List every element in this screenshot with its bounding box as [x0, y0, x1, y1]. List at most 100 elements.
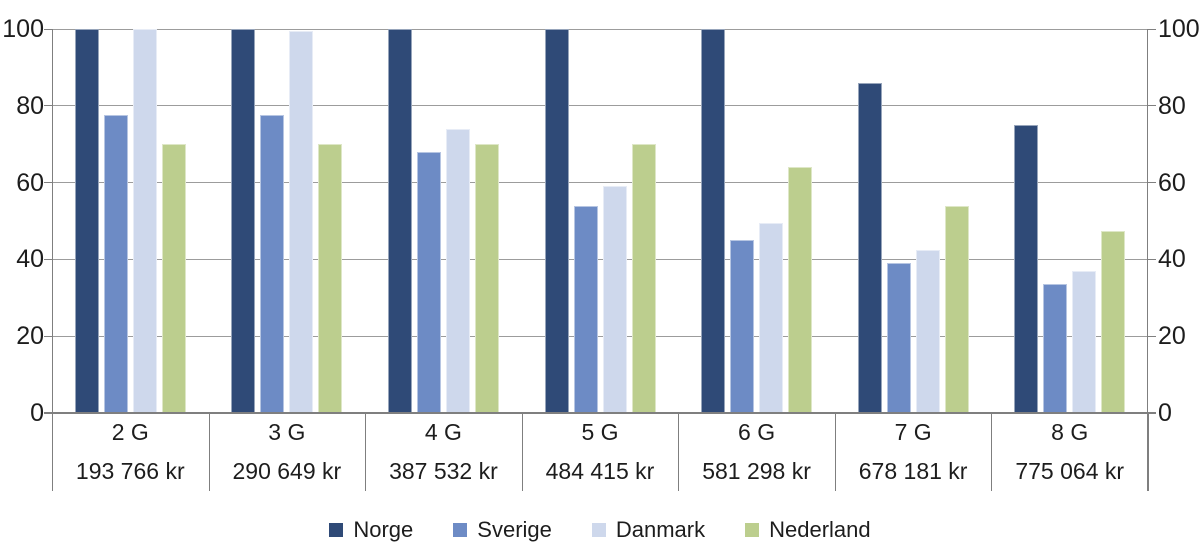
bar-norge-6G	[701, 29, 726, 413]
y-tick-left-20	[44, 335, 52, 337]
plot-area: 0 0 20 20 40 40 60 60 80 80 100 100 2 G 193 766 kr 3 G…	[2, 15, 1200, 491]
bar-nederland-3G	[318, 144, 343, 413]
bar-danmark-8G	[1072, 270, 1097, 413]
y-tick-left-60	[44, 182, 52, 184]
bar-nederland-6G	[788, 167, 813, 413]
x-axis-cell-4G: 4 G 387 532 kr	[365, 413, 522, 491]
y-axis-label-right-80: 80	[1158, 91, 1186, 120]
category-amount-label: 678 181 kr	[858, 458, 968, 484]
bar-danmark-7G	[915, 249, 940, 413]
bar-nederland-2G	[161, 144, 186, 413]
x-axis-cell-6G: 6 G 581 298 kr	[678, 413, 835, 491]
legend-item-danmark: Danmark	[591, 517, 706, 542]
gridline-40	[52, 258, 1148, 260]
category-amount-label: 484 415 kr	[545, 458, 655, 484]
y-axis-label-right-0: 0	[1158, 399, 1172, 427]
legend-item-sverige: Sverige	[453, 518, 552, 542]
bar-danmark-4G	[445, 128, 470, 413]
legend-marker-danmark	[591, 523, 606, 537]
y-tick-left-100	[44, 28, 52, 30]
y-tick-right-40	[1148, 258, 1156, 260]
category-label: 2 G	[111, 419, 149, 445]
y-tick-right-80	[1148, 105, 1156, 107]
bar-danmark-5G	[602, 186, 627, 413]
y-axis-label-left-80: 80	[16, 91, 44, 120]
bar-norge-3G	[231, 29, 256, 413]
left-axis-line	[52, 29, 53, 491]
x-axis-cell-5G: 5 G 484 415 kr	[522, 413, 679, 491]
gridline-20	[52, 335, 1148, 337]
bar-sverige-3G	[260, 115, 285, 413]
y-axis-label-left-40: 40	[16, 245, 44, 274]
category-label: 8 G	[1051, 419, 1089, 445]
category-label: 5 G	[581, 419, 619, 445]
y-axis-label-right-20: 20	[1158, 322, 1186, 351]
x-axis-cell-2G: 2 G 193 766 kr	[52, 413, 209, 491]
y-tick-right-20	[1148, 335, 1156, 337]
category-label: 7 G	[894, 419, 932, 445]
category-label: 4 G	[424, 419, 462, 445]
right-axis-line	[1147, 29, 1148, 491]
bar-sverige-8G	[1043, 284, 1068, 413]
y-axis-label-left-100: 100	[2, 15, 44, 43]
category-amount-label: 775 064 kr	[1015, 458, 1125, 484]
legend-marker-sverige	[453, 523, 468, 537]
category-amount-label: 387 532 kr	[389, 458, 498, 484]
category-label: 3 G	[268, 419, 306, 445]
y-axis-label-left-0: 0	[30, 399, 44, 427]
category-label: 6 G	[738, 419, 776, 445]
bar-norge-7G	[857, 82, 882, 413]
bar-sverige-4G	[416, 151, 441, 413]
gridline-60	[52, 182, 1148, 184]
bar-sverige-2G	[103, 115, 128, 413]
legend-label-nederland: Nederland	[769, 517, 871, 542]
bar-danmark-6G	[759, 222, 784, 413]
y-tick-left-40	[44, 258, 52, 260]
y-axis-label-left-60: 60	[16, 168, 44, 197]
bar-nederland-7G	[944, 205, 969, 413]
category-amount-label: 290 649 kr	[232, 458, 342, 484]
legend-marker-norge	[329, 523, 344, 537]
x-axis-cell-3G: 3 G 290 649 kr	[209, 413, 366, 491]
bar-nederland-5G	[631, 144, 656, 413]
bar-danmark-2G	[132, 29, 157, 413]
legend-label-sverige: Sverige	[477, 517, 552, 542]
y-axis-label-left-20: 20	[16, 322, 44, 351]
bar-danmark-3G	[289, 30, 314, 413]
category-amount-label: 193 766 kr	[75, 458, 185, 484]
x-axis-separator-5	[834, 413, 836, 491]
y-tick-right-60	[1148, 182, 1156, 184]
x-axis-separator-4	[678, 413, 680, 491]
bar-sverige-5G	[573, 205, 598, 413]
x-axis-cell-7G: 7 G 678 181 kr	[835, 413, 992, 491]
legend-label-danmark: Danmark	[615, 517, 706, 542]
legend-marker-nederland	[745, 523, 760, 537]
legend-label-norge: Norge	[353, 517, 414, 542]
bar-nederland-4G	[474, 144, 499, 413]
gridline-100	[52, 28, 1148, 30]
x-axis-separator-6	[991, 413, 993, 491]
category-amount-label: 581 298 kr	[702, 458, 811, 484]
x-axis-separator-3	[521, 413, 523, 491]
bar-nederland-8G	[1101, 230, 1126, 413]
bar-norge-4G	[387, 29, 412, 413]
bar-sverige-7G	[886, 263, 911, 413]
y-tick-right-100	[1148, 28, 1156, 30]
x-axis-separator-2	[365, 413, 367, 491]
x-axis-zero-line	[44, 412, 1156, 414]
legend: Norge Sverige Danmark Nederland	[0, 515, 1200, 545]
x-axis-separator-1	[208, 413, 210, 491]
y-axis-label-right-40: 40	[1158, 245, 1186, 274]
y-axis-label-right-60: 60	[1158, 168, 1186, 197]
legend-item-nederland: Nederland	[745, 518, 871, 542]
x-axis-separator-7	[1148, 413, 1149, 491]
legend-item-norge: Norge	[329, 518, 413, 542]
y-axis-label-right-100: 100	[1158, 15, 1200, 43]
bar-norge-8G	[1014, 125, 1039, 413]
y-tick-left-80	[44, 105, 52, 107]
bar-sverige-6G	[730, 240, 755, 413]
x-axis-cell-8G: 8 G 775 064 kr	[991, 413, 1148, 491]
bar-norge-5G	[544, 29, 569, 413]
gridline-80	[52, 105, 1148, 107]
